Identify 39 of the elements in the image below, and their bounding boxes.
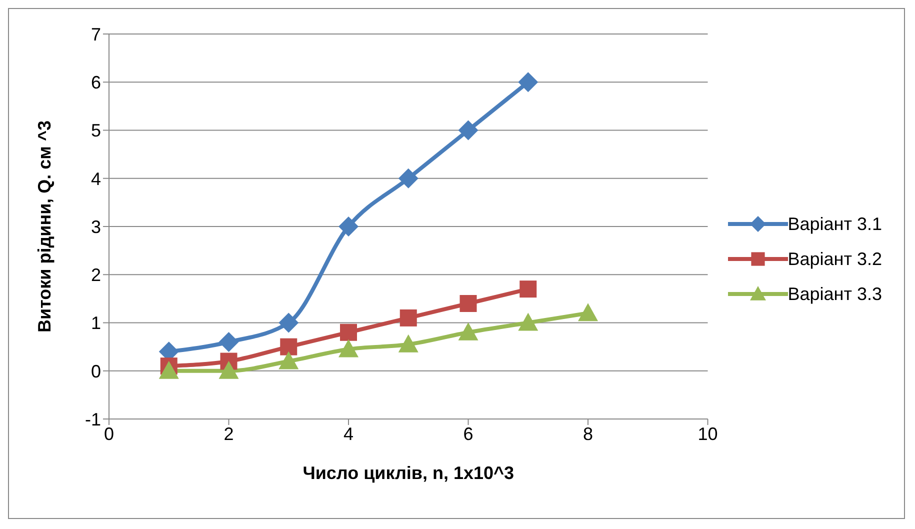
y-tick-label: 0 [90,361,101,382]
y-tick-label: 1 [90,313,101,334]
x-tick-label: 6 [463,424,474,444]
point [340,324,357,341]
x-tick-label: 10 [698,424,718,444]
x-tick-label: 0 [104,424,114,444]
x-axis-title: Число циклів, n, 1x10^3 [302,463,514,483]
legend-label: Варіант 3.2 [788,248,882,270]
point [518,312,538,331]
y-tick-label: 6 [90,72,101,93]
y-tick-label: 7 [90,24,101,44]
point [398,334,418,352]
x-tick-label: 8 [582,424,594,444]
point [458,322,478,340]
point [520,280,537,298]
y-axis-title: Витоки рідини, Q. см ^3 [34,120,54,332]
y-tick-label: 2 [90,265,101,286]
point [518,72,538,92]
x-tick-label: 2 [224,424,234,444]
point [338,216,358,236]
point [218,332,239,352]
legend-label: Варіант 3.1 [788,214,882,234]
point [578,303,598,322]
point [280,338,298,356]
point [458,120,478,140]
legend-label: Варіант 3.3 [788,284,882,304]
y-tick-label: -1 [84,409,101,430]
point [278,351,299,370]
point [398,168,418,188]
point [158,360,179,379]
y-tick-label: 4 [90,168,101,189]
point [278,312,299,333]
point [400,309,417,326]
point [218,360,239,379]
point [460,295,477,312]
x-tick-label: 4 [343,424,354,444]
y-tick-label: 3 [90,216,101,237]
point [338,339,358,358]
y-tick-label: 5 [90,120,101,141]
